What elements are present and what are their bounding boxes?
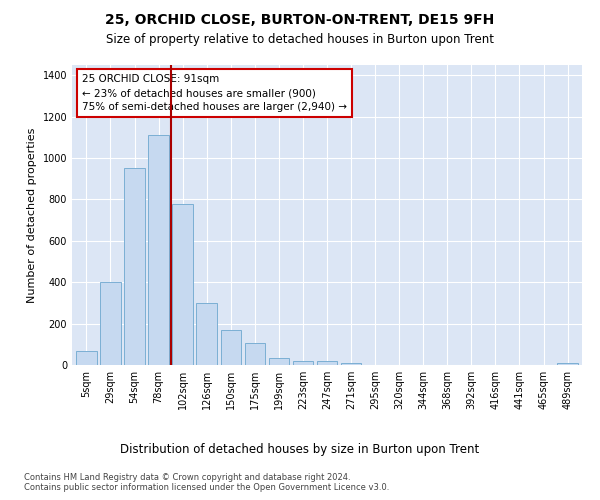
Bar xyxy=(100,282,121,365)
Bar xyxy=(172,204,193,365)
Bar xyxy=(317,361,337,365)
Bar xyxy=(124,168,145,365)
Text: Contains public sector information licensed under the Open Government Licence v3: Contains public sector information licen… xyxy=(24,484,389,492)
Bar xyxy=(148,136,169,365)
Bar xyxy=(293,361,313,365)
Y-axis label: Number of detached properties: Number of detached properties xyxy=(27,128,37,302)
Bar xyxy=(76,350,97,365)
Text: Size of property relative to detached houses in Burton upon Trent: Size of property relative to detached ho… xyxy=(106,32,494,46)
Bar xyxy=(341,362,361,365)
Bar xyxy=(196,303,217,365)
Bar xyxy=(557,362,578,365)
Bar xyxy=(245,344,265,365)
Text: 25 ORCHID CLOSE: 91sqm
← 23% of detached houses are smaller (900)
75% of semi-de: 25 ORCHID CLOSE: 91sqm ← 23% of detached… xyxy=(82,74,347,112)
Bar xyxy=(269,358,289,365)
Text: 25, ORCHID CLOSE, BURTON-ON-TRENT, DE15 9FH: 25, ORCHID CLOSE, BURTON-ON-TRENT, DE15 … xyxy=(106,12,494,26)
Text: Distribution of detached houses by size in Burton upon Trent: Distribution of detached houses by size … xyxy=(121,442,479,456)
Text: Contains HM Land Registry data © Crown copyright and database right 2024.: Contains HM Land Registry data © Crown c… xyxy=(24,472,350,482)
Bar xyxy=(221,330,241,365)
